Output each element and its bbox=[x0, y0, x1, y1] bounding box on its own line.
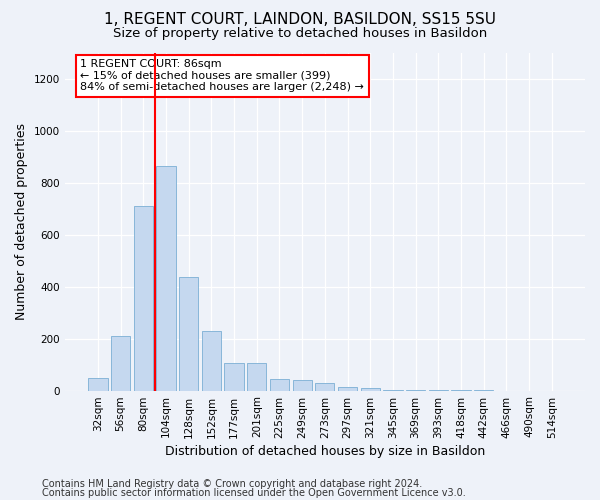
Bar bbox=[134, 206, 153, 390]
Text: 1 REGENT COURT: 86sqm
← 15% of detached houses are smaller (399)
84% of semi-det: 1 REGENT COURT: 86sqm ← 15% of detached … bbox=[80, 60, 364, 92]
Bar bbox=[202, 331, 221, 390]
Bar bbox=[157, 166, 176, 390]
Text: Contains public sector information licensed under the Open Government Licence v3: Contains public sector information licen… bbox=[42, 488, 466, 498]
Text: Size of property relative to detached houses in Basildon: Size of property relative to detached ho… bbox=[113, 28, 487, 40]
Bar bbox=[293, 380, 312, 390]
X-axis label: Distribution of detached houses by size in Basildon: Distribution of detached houses by size … bbox=[165, 444, 485, 458]
Bar bbox=[247, 364, 266, 390]
Y-axis label: Number of detached properties: Number of detached properties bbox=[15, 123, 28, 320]
Bar bbox=[179, 278, 199, 390]
Bar bbox=[111, 336, 130, 390]
Bar bbox=[270, 379, 289, 390]
Text: 1, REGENT COURT, LAINDON, BASILDON, SS15 5SU: 1, REGENT COURT, LAINDON, BASILDON, SS15… bbox=[104, 12, 496, 28]
Bar bbox=[338, 386, 357, 390]
Bar bbox=[361, 388, 380, 390]
Bar bbox=[315, 384, 334, 390]
Bar bbox=[88, 378, 107, 390]
Bar bbox=[224, 364, 244, 390]
Text: Contains HM Land Registry data © Crown copyright and database right 2024.: Contains HM Land Registry data © Crown c… bbox=[42, 479, 422, 489]
